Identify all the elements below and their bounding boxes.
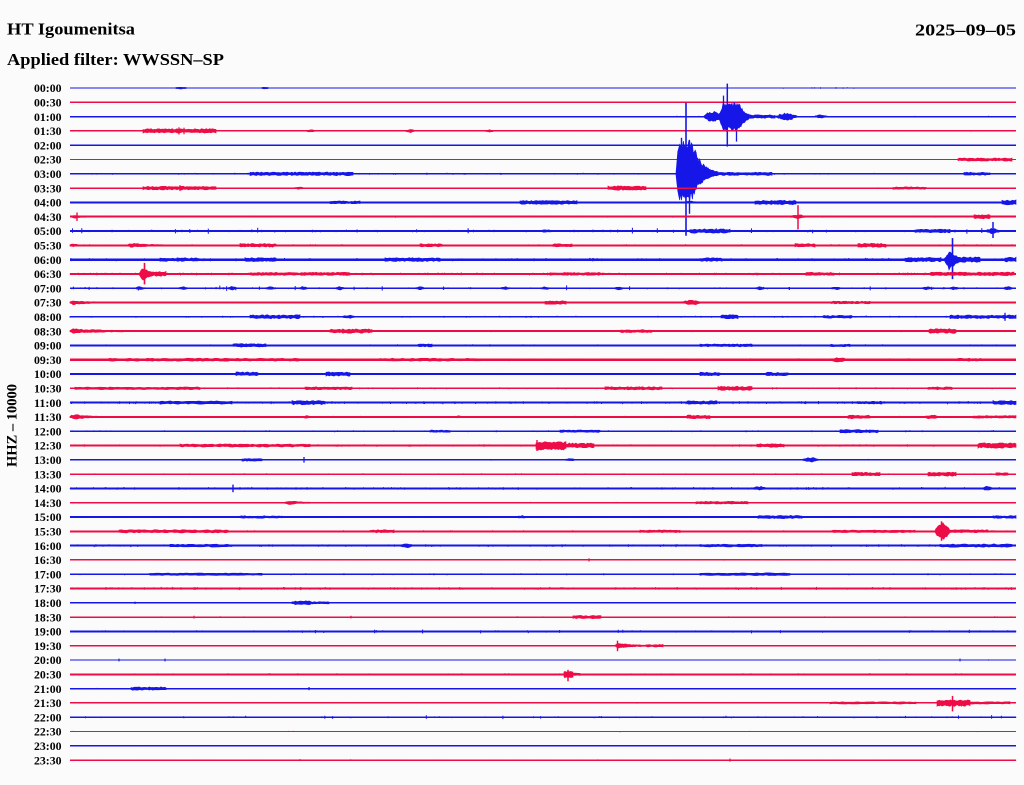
svg-text:09:30: 09:30 xyxy=(34,353,62,367)
svg-text:07:00: 07:00 xyxy=(34,281,62,295)
svg-text:17:00: 17:00 xyxy=(34,567,62,581)
svg-text:00:30: 00:30 xyxy=(34,96,62,110)
svg-text:17:30: 17:30 xyxy=(34,582,62,596)
svg-text:16:00: 16:00 xyxy=(34,539,62,553)
svg-text:13:30: 13:30 xyxy=(34,467,62,481)
svg-text:00:00: 00:00 xyxy=(34,81,62,95)
svg-text:04:30: 04:30 xyxy=(34,210,62,224)
svg-text:Applied filter: WWSSN–SP: Applied filter: WWSSN–SP xyxy=(7,50,224,69)
svg-text:01:30: 01:30 xyxy=(34,124,62,138)
svg-text:16:30: 16:30 xyxy=(34,553,62,567)
svg-text:2025–09–05: 2025–09–05 xyxy=(915,21,1016,40)
svg-text:03:30: 03:30 xyxy=(34,181,62,195)
svg-text:18:00: 18:00 xyxy=(34,596,62,610)
svg-text:08:30: 08:30 xyxy=(34,324,62,338)
svg-text:HT Igoumenitsa: HT Igoumenitsa xyxy=(7,20,135,39)
svg-text:06:30: 06:30 xyxy=(34,267,62,281)
svg-text:02:00: 02:00 xyxy=(34,138,62,152)
svg-text:10:00: 10:00 xyxy=(34,367,62,381)
svg-text:15:30: 15:30 xyxy=(34,525,62,539)
svg-text:19:00: 19:00 xyxy=(34,625,62,639)
svg-text:08:00: 08:00 xyxy=(34,310,62,324)
svg-text:20:00: 20:00 xyxy=(34,653,62,667)
svg-text:21:00: 21:00 xyxy=(34,682,62,696)
svg-text:18:30: 18:30 xyxy=(34,610,62,624)
svg-text:01:00: 01:00 xyxy=(34,110,62,124)
svg-text:11:00: 11:00 xyxy=(34,396,62,410)
svg-text:12:00: 12:00 xyxy=(34,424,62,438)
svg-text:HHZ – 10000: HHZ – 10000 xyxy=(5,384,21,467)
svg-text:19:30: 19:30 xyxy=(34,639,62,653)
svg-text:02:30: 02:30 xyxy=(34,153,62,167)
svg-text:09:00: 09:00 xyxy=(34,339,62,353)
svg-text:13:00: 13:00 xyxy=(34,453,62,467)
svg-text:11:30: 11:30 xyxy=(34,410,62,424)
svg-text:21:30: 21:30 xyxy=(34,696,62,710)
svg-text:20:30: 20:30 xyxy=(34,668,62,682)
svg-text:22:30: 22:30 xyxy=(34,725,62,739)
svg-text:05:00: 05:00 xyxy=(34,224,62,238)
svg-text:14:00: 14:00 xyxy=(34,482,62,496)
svg-text:06:00: 06:00 xyxy=(34,253,62,267)
svg-text:15:00: 15:00 xyxy=(34,510,62,524)
svg-text:14:30: 14:30 xyxy=(34,496,62,510)
svg-text:04:00: 04:00 xyxy=(34,196,62,210)
svg-text:23:30: 23:30 xyxy=(34,753,62,767)
svg-text:12:30: 12:30 xyxy=(34,439,62,453)
svg-text:22:00: 22:00 xyxy=(34,710,62,724)
svg-text:10:30: 10:30 xyxy=(34,382,62,396)
svg-text:03:00: 03:00 xyxy=(34,167,62,181)
svg-text:05:30: 05:30 xyxy=(34,239,62,253)
svg-text:07:30: 07:30 xyxy=(34,296,62,310)
svg-text:23:00: 23:00 xyxy=(34,739,62,753)
